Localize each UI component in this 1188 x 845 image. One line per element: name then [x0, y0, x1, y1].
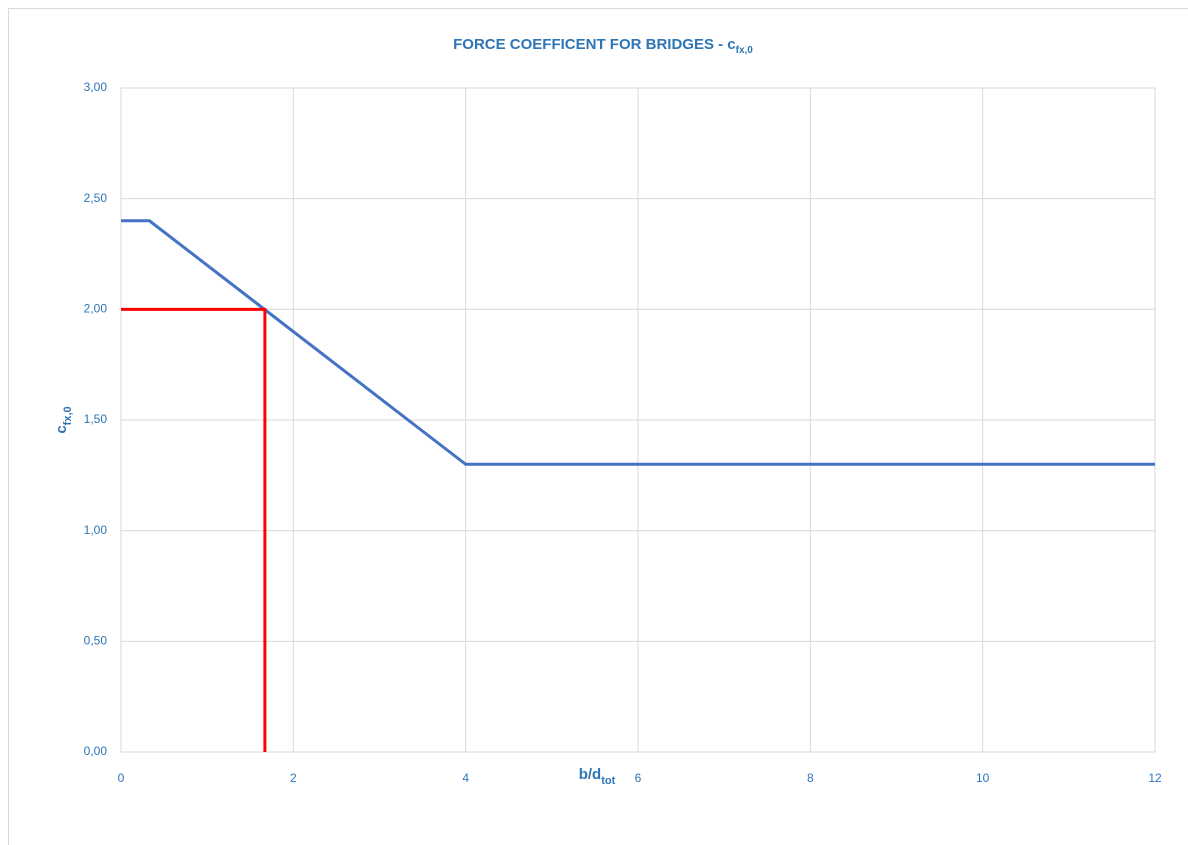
y-tick-label: 2,00	[84, 302, 108, 316]
y-tick-label: 1,00	[84, 523, 108, 537]
title-subscript: fx,0	[736, 45, 754, 56]
line-series	[121, 307, 267, 752]
x-label-text: b/d	[579, 766, 602, 783]
y-tick-label: 0,50	[84, 634, 108, 648]
title-text: FORCE COEFFICENT FOR BRIDGES - c	[453, 36, 736, 53]
x-tick-label: 6	[635, 771, 642, 785]
x-tick-label: 10	[976, 771, 990, 785]
x-label-subscript: tot	[601, 775, 615, 787]
line-series	[121, 219, 1155, 466]
y-axis-label: cfx,0	[53, 406, 74, 433]
y-tick-label: 0,00	[84, 744, 108, 758]
y-label-text: c	[53, 425, 70, 433]
x-tick-label: 2	[290, 771, 297, 785]
chart-border	[8, 8, 1188, 845]
x-tick-label: 4	[462, 771, 469, 785]
y-tick-label: 1,50	[84, 412, 108, 426]
x-tick-label: 8	[807, 771, 814, 785]
y-tick-label: 3,00	[84, 80, 108, 94]
chart-title: FORCE COEFFICENT FOR BRIDGES - cfx,0	[453, 36, 753, 56]
x-axis-label: b/dtot	[579, 766, 616, 787]
x-tick-label: 0	[118, 771, 125, 785]
y-tick-label: 2,50	[84, 191, 108, 205]
y-label-subscript: fx,0	[62, 406, 74, 425]
x-tick-label: 12	[1148, 771, 1162, 785]
